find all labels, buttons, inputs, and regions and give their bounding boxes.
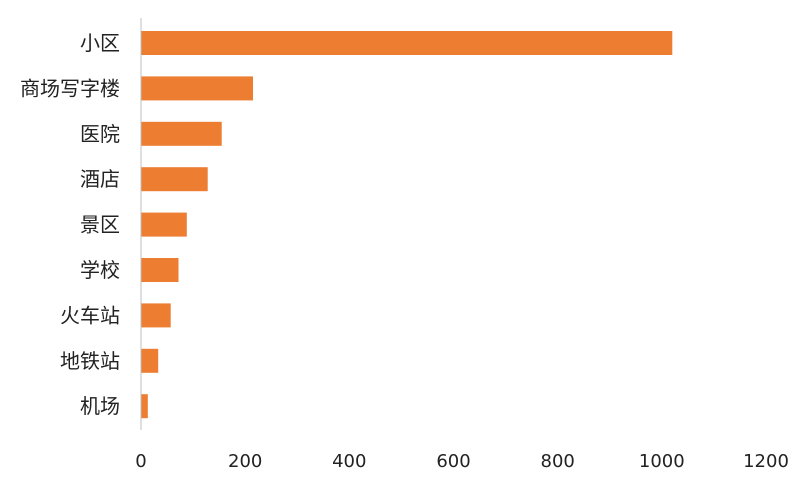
x-tick-label-3: 600 (436, 451, 470, 472)
bar-3 (141, 167, 208, 192)
x-tick-label-0: 0 (135, 451, 146, 472)
x-tick-labels: 0 200 400 600 800 1000 1200 (135, 451, 789, 472)
bar-7 (141, 348, 159, 373)
category-label-6: 火车站 (60, 303, 120, 327)
bar-8 (141, 394, 148, 419)
bars-group (141, 31, 673, 419)
x-tick-label-5: 1000 (639, 451, 685, 472)
bar-6 (141, 303, 171, 328)
bar-4 (141, 212, 187, 237)
category-label-3: 酒店 (80, 167, 120, 191)
bar-2 (141, 121, 222, 146)
x-tick-label-1: 200 (228, 451, 262, 472)
bar-1 (141, 76, 253, 101)
x-tick-label-2: 400 (332, 451, 366, 472)
category-label-8: 机场 (80, 394, 120, 418)
x-tick-label-4: 800 (541, 451, 575, 472)
category-label-2: 医院 (80, 122, 120, 146)
bar-5 (141, 258, 179, 282)
category-label-0: 小区 (80, 31, 120, 55)
category-label-4: 景区 (80, 213, 120, 237)
category-label-5: 学校 (80, 258, 120, 282)
x-tick-label-6: 1200 (743, 451, 789, 472)
bar-0 (141, 31, 673, 55)
category-label-1: 商场写字楼 (20, 76, 120, 100)
category-label-7: 地铁站 (60, 349, 120, 373)
